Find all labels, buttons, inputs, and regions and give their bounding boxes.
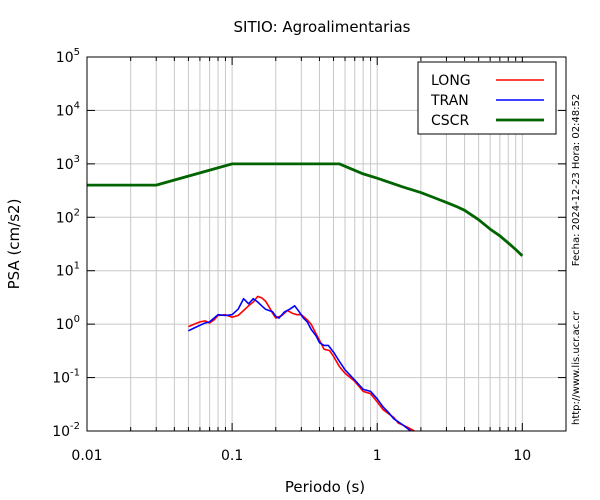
series-lines	[87, 162, 524, 432]
chart-title: SITIO: Agroalimentarias	[234, 18, 411, 36]
y-tick-label: 100	[56, 314, 80, 333]
x-tick-label: 0.1	[221, 448, 243, 464]
series-cscr-line	[87, 162, 524, 257]
y-tick-label: 105	[56, 47, 80, 66]
x-tick-label: 10	[513, 448, 531, 464]
legend-box	[417, 61, 557, 135]
grid-lines	[86, 56, 567, 432]
legend: LONG TRAN CSCR	[417, 61, 557, 135]
legend-label-tran: TRAN	[430, 93, 469, 109]
y-tick-labels: 10-2 10-1 100 101 102 103 104 105	[52, 47, 80, 440]
y-tick-label: 104	[56, 100, 80, 119]
y-tick-label: 101	[56, 261, 80, 280]
y-tick-label: 10-1	[52, 368, 80, 387]
y-tick-label: 10-2	[52, 421, 80, 440]
legend-label-long: LONG	[431, 73, 471, 89]
date-time-stamp: Fecha: 2024-12-23 Hora: 02:48:52	[571, 94, 582, 267]
y-tick-label: 102	[56, 207, 80, 226]
y-axis-label: PSA (cm/s2)	[5, 199, 23, 290]
x-tick-label: 1	[373, 448, 382, 464]
x-axis-label: Periodo (s)	[285, 478, 365, 496]
x-tick-label: 0.01	[71, 448, 102, 464]
plot-frame	[86, 56, 567, 432]
legend-label-cscr: CSCR	[431, 113, 469, 129]
series-tran-line	[188, 297, 412, 432]
y-tick-label: 103	[56, 154, 80, 173]
source-url: http://www.lis.ucr.ac.cr	[571, 310, 582, 425]
x-tick-labels: 0.01 0.1 1 10	[71, 448, 531, 464]
